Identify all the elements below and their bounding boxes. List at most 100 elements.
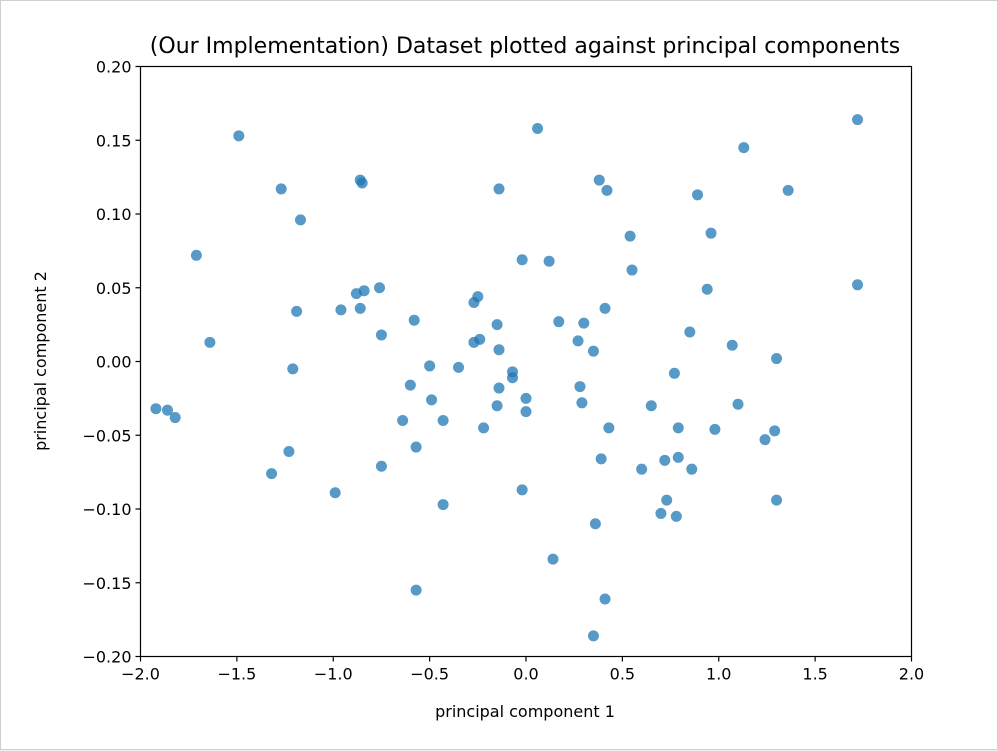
y-tick-label: 0.10 <box>96 205 132 224</box>
y-tick-label: −0.05 <box>82 426 131 445</box>
data-point <box>705 227 717 239</box>
data-point <box>491 319 503 331</box>
data-point <box>576 397 588 409</box>
data-point <box>771 353 783 365</box>
data-point <box>410 441 422 453</box>
data-point <box>578 317 590 329</box>
data-point <box>684 326 696 338</box>
data-point <box>150 403 162 415</box>
data-point <box>335 304 347 316</box>
data-point <box>453 361 465 373</box>
y-axis-ticks: −0.20 −0.15 −0.10 −0.05 0.00 0.05 0.10 0.15 0.20 <box>82 58 141 667</box>
data-point <box>283 445 295 457</box>
x-tick-label: 0.0 <box>513 665 538 684</box>
y-tick-label: 0.00 <box>96 353 132 372</box>
data-point <box>329 487 341 499</box>
data-point <box>358 285 370 297</box>
data-point <box>587 345 599 357</box>
y-tick-label: −0.15 <box>82 574 131 593</box>
data-point <box>294 214 306 226</box>
data-points <box>150 114 864 642</box>
x-tick-label: −1.5 <box>217 665 256 684</box>
x-tick-label: −0.5 <box>410 665 449 684</box>
data-point <box>595 453 607 465</box>
x-tick-label: −2.0 <box>121 665 160 684</box>
data-point <box>661 494 673 506</box>
data-point <box>478 422 490 434</box>
data-point <box>374 282 386 294</box>
data-point <box>636 463 648 475</box>
data-point <box>169 412 181 424</box>
data-point <box>670 510 682 522</box>
data-point <box>375 329 387 341</box>
data-point <box>356 177 368 189</box>
data-point <box>672 451 684 463</box>
data-point <box>782 184 794 196</box>
x-tick-label: −1.0 <box>314 665 353 684</box>
data-point <box>547 553 559 565</box>
plot-area-frame <box>139 65 913 658</box>
data-point <box>852 114 864 126</box>
data-point <box>589 518 601 530</box>
x-axis-ticks: −2.0 −1.5 −1.0 −0.5 0.0 0.5 1.0 1.5 2.0 <box>121 656 924 684</box>
chart-title: (Our Implementation) Dataset plotted aga… <box>150 34 900 59</box>
x-tick-label: 1.0 <box>706 665 731 684</box>
data-point <box>493 382 505 394</box>
data-point <box>732 398 744 410</box>
data-point <box>474 333 486 345</box>
data-point <box>275 183 287 195</box>
data-point <box>603 422 615 434</box>
data-point <box>266 468 278 480</box>
data-point <box>161 404 173 416</box>
data-point <box>493 344 505 356</box>
data-point <box>516 484 528 496</box>
data-point <box>437 499 449 511</box>
data-point <box>759 434 771 446</box>
data-point <box>686 463 698 475</box>
data-point <box>233 130 245 142</box>
x-tick-label: 0.5 <box>610 665 635 684</box>
data-point <box>204 336 216 348</box>
data-point <box>599 302 611 314</box>
x-tick-label: 1.5 <box>802 665 827 684</box>
data-point <box>354 302 366 314</box>
y-axis-label: principal component 2 <box>31 271 50 451</box>
data-point <box>572 335 584 347</box>
data-point <box>493 183 505 195</box>
data-point <box>852 279 864 291</box>
data-point <box>672 422 684 434</box>
data-point <box>437 415 449 426</box>
data-point <box>624 230 636 242</box>
y-tick-label: −0.10 <box>82 500 131 519</box>
data-point <box>668 367 680 379</box>
data-point <box>516 254 528 266</box>
data-point <box>532 122 544 134</box>
data-point <box>424 360 436 372</box>
data-point <box>553 316 565 328</box>
data-point <box>655 507 667 519</box>
x-tick-label: 2.0 <box>899 665 924 684</box>
data-point <box>408 314 420 326</box>
data-point <box>709 423 721 435</box>
data-point <box>701 283 713 295</box>
data-point <box>375 460 387 472</box>
y-tick-label: 0.15 <box>96 131 132 150</box>
data-point <box>287 363 299 375</box>
data-point <box>626 264 638 276</box>
data-point <box>726 339 738 351</box>
data-point <box>574 381 586 393</box>
data-point <box>520 392 532 404</box>
data-point <box>599 593 611 605</box>
data-point <box>426 394 438 406</box>
data-point <box>771 494 783 506</box>
data-point <box>190 249 202 261</box>
data-point <box>692 189 704 201</box>
y-tick-label: 0.05 <box>96 279 132 298</box>
y-tick-label: 0.20 <box>96 58 132 77</box>
data-point <box>507 366 519 378</box>
data-point <box>543 255 555 267</box>
y-tick-label: −0.20 <box>82 648 131 667</box>
x-axis-label: principal component 1 <box>435 702 615 721</box>
